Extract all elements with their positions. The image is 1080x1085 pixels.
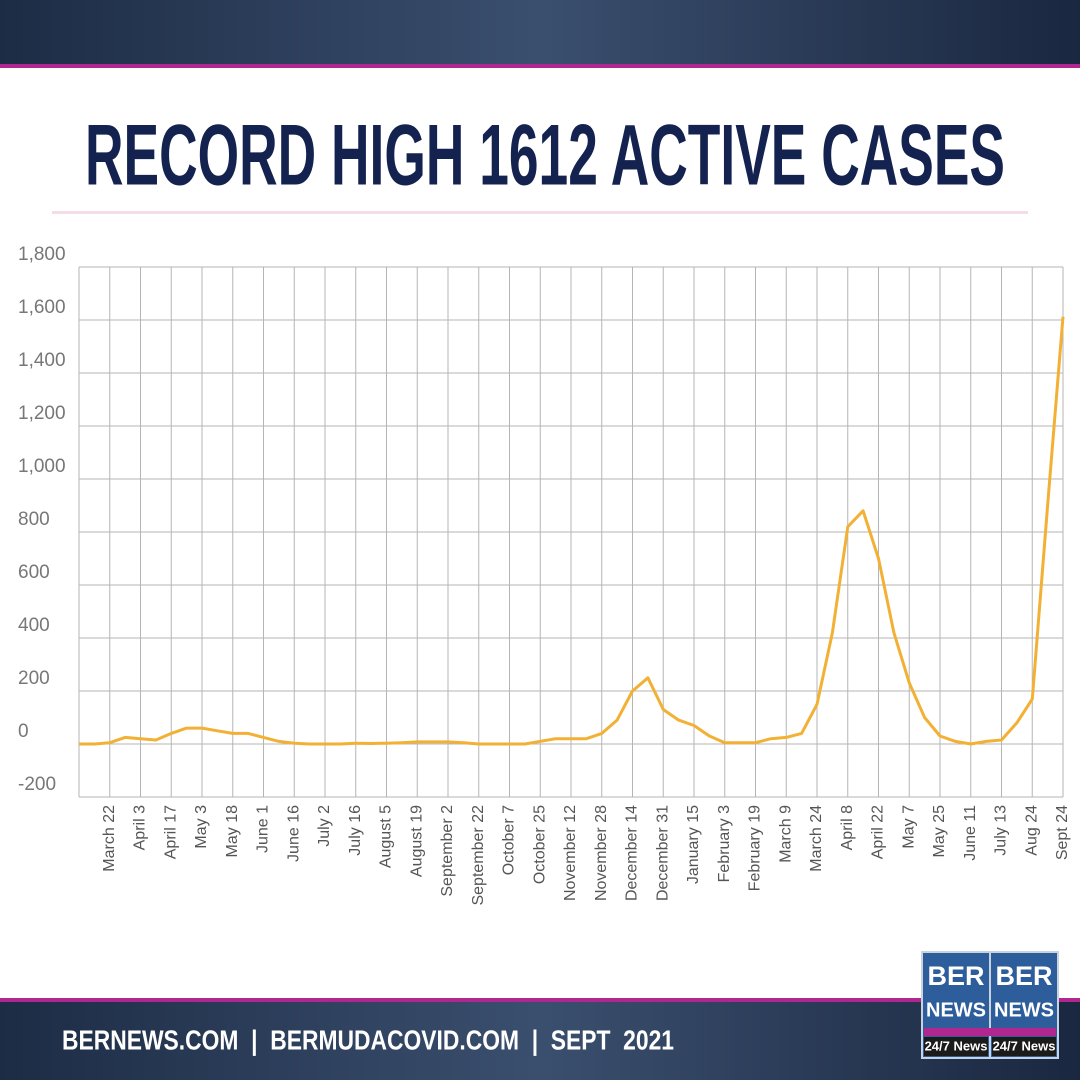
logo-rule (924, 1028, 1056, 1036)
y-tick-label: -200 (18, 774, 56, 795)
chart-title: RECORD HIGH 1612 ACTIVE CASES (85, 108, 1005, 204)
y-tick-label: 0 (18, 721, 29, 742)
y-tick-label: 1,400 (18, 350, 66, 371)
x-tick-label: May 25 (931, 805, 948, 858)
x-tick-label: July 2 (316, 805, 333, 847)
footer-band (0, 1002, 1080, 1080)
x-tick-label: August 19 (408, 805, 425, 877)
plot: -200 0 200 400 600 800 1,000 1,200 1,400 1,600 1,8… (18, 244, 1071, 906)
x-tick-label: October 25 (531, 805, 548, 884)
x-tick-label: November 28 (593, 805, 610, 901)
y-tick-label: 1,800 (18, 244, 66, 265)
y-tick-label: 1,600 (18, 297, 66, 318)
y-tick-label: 200 (18, 668, 50, 689)
footer-rule (0, 998, 1080, 1002)
x-tick-label: April 22 (870, 805, 887, 859)
x-tick-label: July 13 (993, 805, 1010, 856)
x-tick-label: January 15 (685, 805, 702, 884)
x-tick-label: May 7 (900, 805, 917, 849)
y-tick-label: 800 (18, 509, 50, 530)
logo-text: NEWS (926, 999, 986, 1021)
footer-text: BERNEWS.COM | BERMUDACOVID.COM | SEPT 20… (62, 1024, 674, 1055)
x-tick-label: March 24 (808, 805, 825, 872)
title-rule (52, 211, 1028, 214)
x-tick-label: Sept 24 (1054, 805, 1071, 860)
x-tick-label: Aug 24 (1023, 805, 1040, 856)
logo-tag: 24/7 News (993, 1038, 1056, 1053)
logo-tag-bg (992, 1037, 1056, 1056)
header-band (0, 0, 1080, 64)
x-tick-label: April 3 (132, 805, 149, 850)
logo-text: NEWS (994, 999, 1054, 1021)
x-tick-label: March 9 (777, 805, 794, 863)
y-tick-label: 1,000 (18, 456, 66, 477)
x-tick-label: September 22 (470, 805, 487, 906)
x-tick-label: December 14 (624, 805, 641, 901)
x-tick-label: May 3 (193, 805, 210, 849)
x-tick-label: June 16 (285, 805, 302, 862)
x-tick-label: April 8 (839, 805, 856, 850)
header-rule (0, 64, 1080, 68)
x-tick-label: May 18 (224, 805, 241, 858)
x-tick-label: September 2 (439, 805, 456, 897)
x-tick-label: December 31 (654, 805, 671, 901)
logo-text: BER (927, 961, 984, 991)
data-line (79, 316, 1065, 746)
x-tick-label: June 11 (962, 805, 979, 861)
y-tick-label: 400 (18, 615, 50, 636)
logo-tag-bg (924, 1037, 988, 1056)
y-tick-label: 600 (18, 562, 50, 583)
x-tick-label: April 17 (162, 805, 179, 859)
logo-text: BER (995, 961, 1052, 991)
x-tick-label: October 7 (501, 805, 518, 875)
logo: BER BER NEWS NEWS 24/7 News 24/7 News (921, 951, 1059, 1059)
x-tick-label: June 1 (255, 805, 272, 853)
x-tick-label: November 12 (562, 805, 579, 901)
y-tick-label: 1,200 (18, 403, 66, 424)
x-tick-label: July 16 (347, 805, 364, 856)
x-tick-label: February 3 (716, 805, 733, 882)
x-tick-label: March 22 (101, 805, 118, 872)
logo-tag: 24/7 News (925, 1038, 988, 1053)
x-tick-label: August 5 (378, 805, 395, 868)
x-tick-label: February 19 (747, 805, 764, 891)
